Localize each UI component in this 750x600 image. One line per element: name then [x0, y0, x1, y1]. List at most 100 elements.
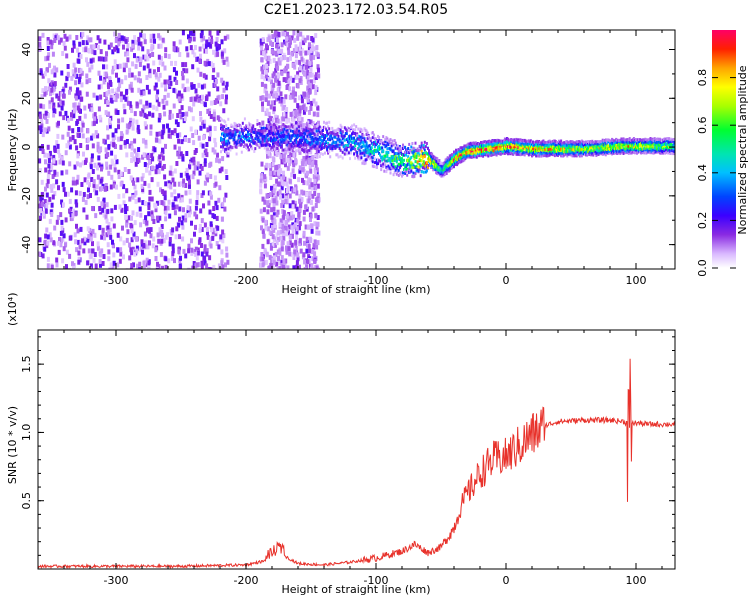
heatmap-cell: [298, 113, 301, 119]
heatmap-cell: [585, 140, 587, 144]
heatmap-cell: [188, 189, 192, 195]
heatmap-cell: [276, 147, 279, 150]
heatmap-cell: [201, 190, 205, 196]
heatmap-cell: [149, 124, 153, 130]
heatmap-cell: [122, 240, 126, 246]
heatmap-cell: [99, 94, 103, 100]
heatmap-cell: [267, 150, 271, 156]
heatmap-cell: [260, 81, 264, 87]
heatmap-cell: [295, 190, 299, 196]
heatmap-cell: [451, 163, 454, 166]
heatmap-cell: [223, 137, 226, 141]
heatmap-cell: [41, 32, 45, 38]
heatmap-cell: [46, 256, 50, 262]
heatmap-cell: [220, 51, 224, 57]
heatmap-cell: [286, 73, 290, 79]
heatmap-cell: [102, 64, 105, 70]
heatmap-cell: [265, 126, 268, 130]
heatmap-cell: [118, 258, 122, 264]
heatmap-cell: [366, 131, 369, 135]
heatmap-cell: [371, 156, 374, 160]
heatmap-cell: [323, 120, 325, 124]
heatmap-cell: [481, 152, 483, 156]
heatmap-cell: [293, 187, 297, 193]
heatmap-cell: [102, 212, 106, 218]
heatmap-cell: [323, 146, 325, 150]
heatmap-cell: [205, 95, 209, 101]
heatmap-cell: [262, 51, 266, 56]
heatmap-cell: [77, 250, 81, 256]
heatmap-cell: [343, 138, 346, 142]
heatmap-cell: [55, 219, 59, 225]
heatmap-cell: [371, 164, 374, 168]
heatmap-cell: [245, 124, 247, 128]
heatmap-cell: [315, 45, 319, 50]
heatmap-cell: [405, 153, 408, 157]
heatmap-cell: [123, 167, 127, 172]
heatmap-cell: [252, 127, 255, 131]
heatmap-cell: [119, 236, 123, 242]
heatmap-cell: [125, 48, 129, 54]
heatmap-cell: [194, 88, 198, 94]
heatmap-cell: [173, 189, 177, 195]
heatmap-cell: [201, 143, 205, 149]
heatmap-cell: [209, 174, 213, 179]
heatmap-cell: [263, 139, 266, 143]
heatmap-cell: [287, 141, 290, 145]
heatmap-cell: [311, 130, 314, 134]
heatmap-cell: [300, 48, 304, 54]
heatmap-cell: [50, 202, 54, 208]
heatmap-cell: [278, 189, 282, 195]
heatmap-cell: [164, 143, 167, 149]
heatmap-cell: [496, 151, 499, 155]
heatmap-cell: [483, 145, 486, 149]
heatmap-cell: [296, 218, 300, 224]
heatmap-cell: [475, 151, 478, 155]
heatmap-cell: [99, 49, 103, 55]
heatmap-cell: [54, 35, 58, 41]
heatmap-cell: [107, 222, 111, 227]
heatmap-cell: [40, 94, 44, 100]
heatmap-cell: [76, 174, 80, 180]
heatmap-cell: [340, 134, 343, 138]
heatmap-cell: [205, 39, 209, 45]
heatmap-cell: [353, 132, 356, 135]
heatmap-cell: [439, 170, 442, 174]
heatmap-cell: [292, 265, 296, 269]
heatmap-cell: [592, 153, 595, 157]
heatmap-cell: [60, 199, 64, 205]
heatmap-cell: [40, 118, 44, 124]
heatmap-cell: [49, 91, 52, 97]
heatmap-cell: [220, 145, 222, 149]
heatmap-cell: [198, 58, 202, 64]
heatmap-cell: [314, 160, 318, 166]
heatmap-cell: [420, 153, 423, 157]
heatmap-cell: [384, 163, 387, 167]
heatmap-cell: [254, 131, 257, 135]
heatmap-cell: [298, 198, 302, 204]
heatmap-cell: [420, 141, 423, 145]
heatmap-cell: [166, 205, 170, 211]
heatmap-cell: [50, 162, 54, 168]
heatmap-cell: [44, 208, 48, 214]
heatmap-cell: [371, 136, 374, 140]
heatmap-cell: [175, 226, 179, 232]
heatmap-cell: [296, 35, 300, 41]
heatmap-cell: [43, 71, 47, 77]
heatmap-cell: [309, 143, 312, 147]
heatmap-cell: [96, 133, 100, 139]
heatmap-cell: [408, 167, 411, 171]
heatmap-cell: [302, 130, 305, 133]
heatmap-cell: [58, 237, 61, 242]
heatmap-cell: [198, 46, 202, 52]
heatmap-cell: [293, 146, 296, 150]
heatmap-cell: [165, 100, 169, 106]
heatmap-cell: [116, 48, 120, 54]
heatmap-cell: [215, 215, 219, 221]
heatmap-cell: [297, 214, 301, 220]
heatmap-cell: [309, 119, 313, 125]
heatmap-cell: [164, 47, 168, 53]
heatmap-cell: [107, 44, 111, 50]
heatmap-cell: [362, 159, 365, 163]
heatmap-cell: [41, 144, 44, 149]
